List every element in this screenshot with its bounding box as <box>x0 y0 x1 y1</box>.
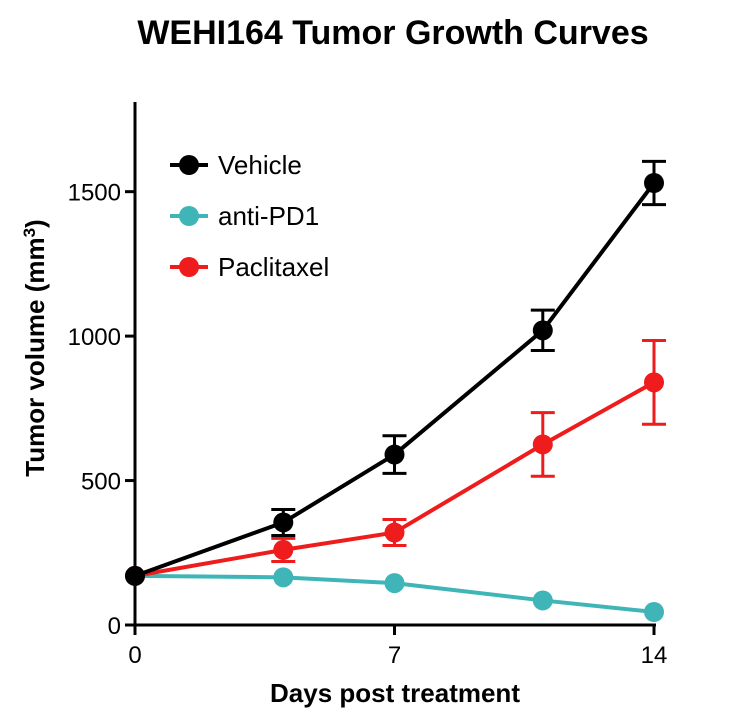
data-point-vehicle <box>644 173 664 193</box>
legend-marker-paclitaxel <box>179 257 199 277</box>
x-tick-label: 0 <box>128 642 141 669</box>
series-layer <box>125 159 666 622</box>
legend: Vehicle anti-PD1 Paclitaxel <box>170 150 329 282</box>
x-axis-label: Days post treatment <box>270 678 520 708</box>
chart-title: WEHI164 Tumor Growth Curves <box>137 14 648 52</box>
y-ticks: 0 500 1000 1500 <box>68 180 135 640</box>
legend-label-anti-pd1: anti-PD1 <box>218 201 319 231</box>
y-axis-label-main: Tumor volume (mm <box>20 237 50 476</box>
x-tick-label: 14 <box>641 642 668 669</box>
y-axis-label-close: ) <box>20 219 50 228</box>
data-point-vehicle <box>384 444 405 465</box>
data-point-anti-pd1 <box>384 573 405 594</box>
data-point-paclitaxel <box>273 539 294 560</box>
series-vehicle <box>125 159 666 586</box>
y-axis-label: Tumor volume (mm3) <box>20 219 51 476</box>
legend-marker-vehicle <box>179 155 199 175</box>
data-point-paclitaxel <box>644 372 664 393</box>
x-ticks: 0 7 14 <box>128 625 667 669</box>
data-point-vehicle <box>273 512 294 533</box>
legend-marker-anti-pd1 <box>179 206 199 226</box>
legend-item-anti-pd1: anti-PD1 <box>170 201 319 231</box>
y-tick-label: 1000 <box>68 324 121 351</box>
y-axis-label-superscript: 3 <box>20 228 39 237</box>
legend-label-paclitaxel: Paclitaxel <box>218 252 329 282</box>
data-point-vehicle <box>125 565 145 586</box>
data-point-anti-pd1 <box>644 602 664 622</box>
legend-item-paclitaxel: Paclitaxel <box>170 252 329 282</box>
legend-item-vehicle: Vehicle <box>170 150 302 180</box>
data-point-anti-pd1 <box>273 567 294 588</box>
series-anti-pd1 <box>125 565 664 622</box>
data-point-vehicle <box>532 320 553 341</box>
y-tick-label: 0 <box>108 613 121 640</box>
data-point-anti-pd1 <box>532 590 553 611</box>
x-tick-label: 7 <box>388 642 401 669</box>
legend-label-vehicle: Vehicle <box>218 150 302 180</box>
data-point-paclitaxel <box>532 434 553 455</box>
y-tick-label: 500 <box>81 469 121 496</box>
data-point-paclitaxel <box>384 522 405 543</box>
series-line-vehicle <box>134 181 656 578</box>
y-tick-label: 1500 <box>68 180 121 207</box>
